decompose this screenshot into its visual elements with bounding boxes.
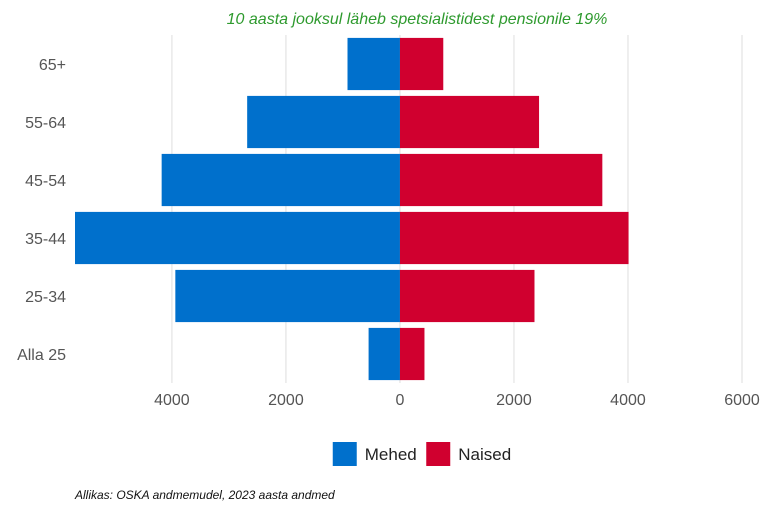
bar-naised-45-54 bbox=[399, 153, 603, 207]
category-labels: 65+ 55-64 45-54 35-44 25-34 Alla 25 bbox=[17, 57, 66, 364]
source-note: Allikas: OSKA andmemudel, 2023 aasta and… bbox=[74, 488, 335, 502]
bar-mehed-45-54 bbox=[161, 153, 400, 207]
x-tick-label: 6000 bbox=[724, 392, 760, 409]
legend-label-naised: Naised bbox=[458, 445, 511, 464]
bar-mehed-alla-25 bbox=[368, 327, 400, 381]
chart-title: 10 aasta jooksul läheb spetsialistidest … bbox=[227, 11, 608, 28]
category-label: 65+ bbox=[39, 57, 66, 74]
legend-swatch-mehed bbox=[332, 442, 357, 466]
category-label: 55-64 bbox=[25, 115, 66, 132]
bar-naised-55-64 bbox=[399, 95, 540, 149]
x-tick-label: 4000 bbox=[154, 392, 190, 409]
gridlines bbox=[171, 35, 743, 383]
bar-naised-alla-25 bbox=[399, 327, 425, 381]
x-tick-label: 2000 bbox=[268, 392, 304, 409]
legend: Mehed Naised bbox=[332, 442, 511, 466]
legend-swatch-naised bbox=[426, 442, 451, 466]
bar-mehed-65- bbox=[347, 37, 400, 91]
category-label: 45-54 bbox=[25, 173, 66, 190]
x-tick-labels: 4000 2000 0 2000 4000 6000 bbox=[154, 392, 760, 409]
bar-naised-25-34 bbox=[399, 269, 535, 323]
bars bbox=[75, 37, 629, 381]
x-tick-label: 4000 bbox=[610, 392, 646, 409]
category-label: 25-34 bbox=[25, 289, 66, 306]
bar-naised-65- bbox=[399, 37, 444, 91]
x-tick-label: 0 bbox=[395, 392, 404, 409]
bar-mehed-55-64 bbox=[247, 95, 400, 149]
category-label: Alla 25 bbox=[17, 347, 66, 364]
x-tick-label: 2000 bbox=[496, 392, 532, 409]
bar-mehed-25-34 bbox=[175, 269, 400, 323]
category-label: 35-44 bbox=[25, 231, 66, 248]
bar-naised-35-44 bbox=[399, 211, 629, 265]
legend-label-mehed: Mehed bbox=[365, 445, 417, 464]
bar-mehed-35-44 bbox=[75, 211, 400, 265]
